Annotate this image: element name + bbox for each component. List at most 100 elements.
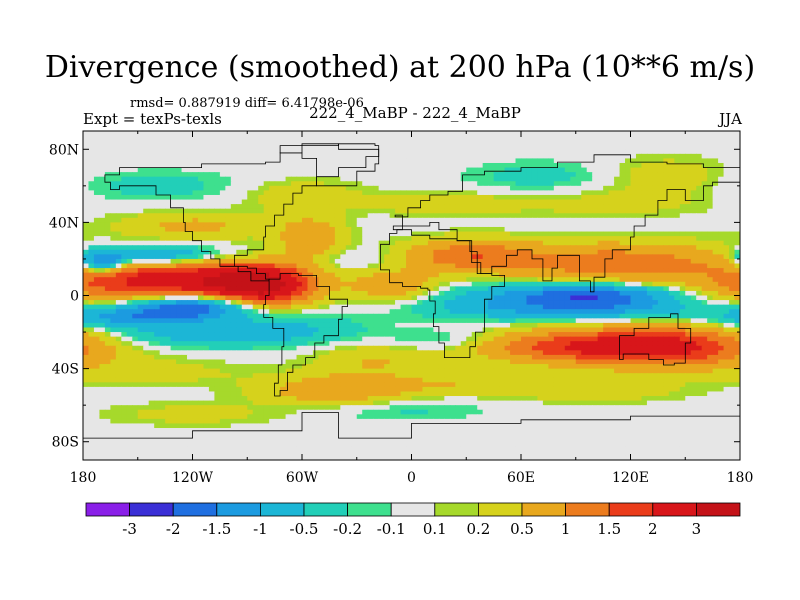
heatmap-cell — [559, 286, 566, 292]
heatmap-cell — [707, 222, 714, 228]
heatmap-cell — [203, 304, 210, 310]
heatmap-cell — [526, 286, 533, 292]
heatmap-cell — [236, 272, 243, 278]
heatmap-cell — [252, 309, 259, 315]
heatmap-cell — [630, 286, 637, 292]
heatmap-cell — [137, 231, 144, 237]
heatmap-cell — [652, 204, 659, 210]
heatmap-cell — [701, 149, 708, 155]
heatmap-cell — [690, 222, 697, 228]
heatmap-cell — [236, 254, 243, 260]
heatmap-cell — [718, 236, 725, 242]
heatmap-cell — [548, 313, 555, 319]
heatmap-cell — [674, 167, 681, 173]
heatmap-cell — [192, 162, 199, 169]
heatmap-cell — [400, 249, 407, 255]
heatmap-cell — [247, 153, 254, 160]
heatmap-cell — [208, 226, 215, 233]
heatmap-cell — [252, 300, 259, 306]
heatmap-cell — [362, 131, 369, 137]
heatmap-cell — [564, 286, 571, 292]
heatmap-cell — [515, 135, 522, 141]
heatmap-cell — [400, 277, 407, 283]
heatmap-cell — [586, 236, 593, 242]
heatmap-cell — [225, 304, 232, 310]
heatmap-cell — [734, 176, 740, 182]
heatmap-cell — [154, 240, 161, 246]
heatmap-cell — [345, 135, 352, 141]
heatmap-cell — [88, 313, 95, 319]
heatmap-cell — [504, 162, 511, 169]
heatmap-cell — [416, 185, 424, 191]
heatmap-cell — [668, 272, 675, 278]
heatmap-cell — [312, 149, 320, 155]
heatmap-cell — [542, 176, 549, 182]
heatmap-cell — [597, 167, 604, 173]
heatmap-cell — [433, 181, 440, 187]
heatmap-cell — [510, 309, 517, 315]
heatmap-cell — [247, 309, 254, 315]
heatmap-cell — [499, 153, 506, 160]
heatmap-cell — [148, 290, 155, 297]
heatmap-cell — [121, 144, 128, 150]
heatmap-cell — [712, 286, 719, 292]
heatmap-cell — [542, 167, 549, 173]
heatmap-cell — [597, 286, 604, 292]
heatmap-cell — [176, 300, 183, 306]
heatmap-cell — [378, 272, 385, 278]
heatmap-cell — [323, 144, 330, 150]
heatmap-cell — [329, 217, 336, 223]
heatmap-cell — [351, 309, 358, 315]
heatmap-cell — [663, 204, 670, 210]
heatmap-cell — [553, 172, 560, 178]
heatmap-cell — [471, 277, 478, 283]
heatmap-cell — [214, 295, 221, 301]
heatmap-cell — [690, 240, 697, 246]
heatmap-cell — [515, 194, 522, 201]
heatmap-cell — [318, 131, 325, 137]
heatmap-cell — [734, 277, 740, 283]
heatmap-cell — [356, 181, 363, 187]
heatmap-cell — [482, 231, 489, 237]
heatmap-cell — [625, 263, 632, 269]
heatmap-cell — [515, 313, 522, 319]
heatmap-cell — [559, 222, 566, 228]
heatmap-cell — [444, 318, 451, 324]
heatmap-cell — [433, 254, 440, 260]
heatmap-cell — [362, 263, 369, 269]
heatmap-cell — [99, 254, 106, 260]
heatmap-cell — [488, 135, 495, 141]
heatmap-cell — [126, 226, 133, 233]
heatmap-cell — [406, 149, 413, 155]
heatmap-cell — [729, 295, 736, 301]
heatmap-cell — [646, 300, 653, 306]
heatmap-cell — [422, 144, 429, 150]
heatmap-cell — [143, 304, 150, 310]
heatmap-cell — [729, 135, 736, 141]
heatmap-cell — [460, 240, 467, 246]
heatmap-cell — [367, 249, 374, 255]
heatmap-cell — [646, 135, 653, 141]
heatmap-cell — [132, 158, 139, 164]
heatmap-cell — [269, 258, 276, 265]
heatmap-cell — [148, 213, 155, 219]
heatmap-cell — [356, 258, 363, 265]
heatmap-cell — [466, 153, 473, 160]
heatmap-cell — [143, 268, 150, 274]
heatmap-cell — [241, 217, 248, 223]
heatmap-cell — [269, 290, 276, 297]
heatmap-cell — [247, 277, 254, 283]
heatmap-cell — [630, 249, 637, 255]
heatmap-cell — [137, 190, 144, 196]
heatmap-cell — [143, 286, 150, 292]
heatmap-cell — [170, 140, 177, 146]
heatmap-cell — [225, 268, 232, 274]
heatmap-cell — [241, 204, 248, 210]
heatmap-cell — [241, 258, 248, 265]
heatmap-cell — [312, 131, 320, 137]
heatmap-cell — [433, 309, 440, 315]
heatmap-cell — [274, 290, 281, 297]
heatmap-cell — [449, 290, 456, 297]
heatmap-cell — [630, 236, 637, 242]
heatmap-cell — [356, 300, 363, 306]
